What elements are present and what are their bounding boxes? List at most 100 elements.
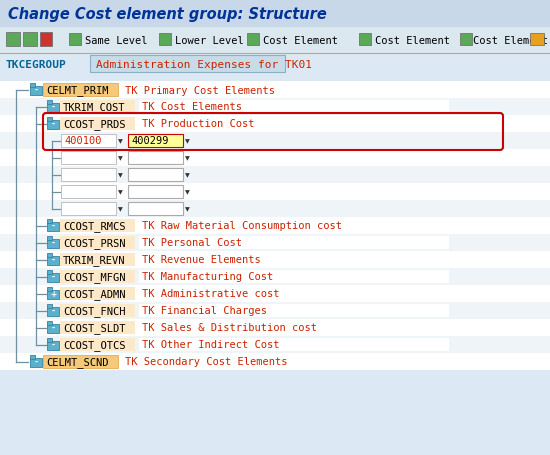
Text: Cost Element: Cost Element — [263, 36, 338, 46]
Text: ▼: ▼ — [118, 190, 123, 195]
Bar — [0, 150, 550, 167]
Text: CELMT_SCND: CELMT_SCND — [46, 356, 108, 367]
Text: -: - — [52, 238, 54, 248]
Bar — [0, 116, 550, 133]
Text: ▼: ▼ — [118, 172, 123, 177]
Bar — [47, 120, 59, 129]
Bar — [0, 82, 550, 99]
Text: -: - — [52, 306, 54, 315]
Text: CELMT_PRIM: CELMT_PRIM — [46, 85, 108, 96]
Bar — [0, 0, 550, 28]
Text: -: - — [35, 357, 37, 366]
Text: TK Production Cost: TK Production Cost — [142, 119, 255, 129]
Bar — [47, 304, 52, 308]
Bar — [60, 100, 135, 113]
Text: ▼: ▼ — [118, 156, 123, 161]
Text: TK Sales & Distribution cost: TK Sales & Distribution cost — [142, 323, 317, 333]
Bar — [47, 321, 52, 325]
Text: 400299: 400299 — [131, 136, 168, 146]
Bar — [61, 185, 116, 198]
Bar — [139, 100, 449, 113]
Bar — [60, 287, 135, 300]
Bar — [247, 34, 259, 46]
Text: CCOST_PRDS: CCOST_PRDS — [63, 119, 125, 130]
Bar — [60, 253, 135, 266]
Text: CCOST_PRSN: CCOST_PRSN — [63, 238, 125, 248]
Text: -: - — [35, 86, 37, 95]
Text: TK Cost Elements: TK Cost Elements — [142, 102, 242, 112]
Bar — [0, 353, 550, 370]
Bar — [47, 256, 59, 265]
Bar — [0, 252, 550, 268]
Text: TK Primary Cost Elements: TK Primary Cost Elements — [125, 86, 275, 95]
Text: ▼: ▼ — [118, 207, 123, 212]
Bar — [47, 324, 59, 333]
Bar — [47, 290, 59, 299]
Bar — [0, 167, 550, 184]
Bar — [122, 355, 432, 368]
Bar — [128, 185, 183, 198]
Text: -: - — [52, 324, 54, 332]
Bar — [0, 184, 550, 201]
Text: 400100: 400100 — [64, 136, 102, 146]
Bar — [47, 341, 59, 350]
Text: CCOST_RMCS: CCOST_RMCS — [63, 221, 125, 232]
Bar — [530, 34, 544, 46]
Bar — [6, 33, 20, 47]
Bar — [43, 355, 118, 368]
Bar — [47, 338, 52, 342]
Bar — [0, 99, 550, 116]
Bar — [23, 33, 37, 47]
Text: TKCEGROUP: TKCEGROUP — [5, 60, 66, 70]
Bar — [61, 168, 116, 181]
Bar — [47, 270, 52, 274]
Text: -: - — [52, 103, 54, 112]
Bar — [0, 285, 550, 302]
Bar — [0, 234, 550, 252]
Text: TK Other Indirect Cost: TK Other Indirect Cost — [142, 340, 279, 350]
Bar — [139, 270, 449, 283]
Bar — [30, 83, 35, 87]
Bar — [128, 151, 183, 164]
Bar — [43, 83, 118, 96]
Text: CCOST_SLDT: CCOST_SLDT — [63, 322, 125, 333]
Bar — [47, 219, 52, 223]
Text: ▼: ▼ — [185, 207, 190, 212]
Text: TK Manufacturing Cost: TK Manufacturing Cost — [142, 272, 273, 282]
Bar — [30, 358, 42, 367]
Text: CCOST_ADMN: CCOST_ADMN — [63, 288, 125, 299]
Bar — [139, 253, 449, 266]
Text: -: - — [52, 273, 54, 281]
Bar — [128, 168, 183, 181]
Bar — [30, 355, 35, 359]
Bar — [60, 270, 135, 283]
Text: ▼: ▼ — [118, 139, 123, 144]
Text: CCOST_FNCH: CCOST_FNCH — [63, 305, 125, 316]
Bar — [359, 34, 371, 46]
Bar — [30, 86, 42, 95]
Bar — [60, 304, 135, 317]
Text: TK Revenue Elements: TK Revenue Elements — [142, 255, 261, 265]
Bar — [128, 202, 183, 215]
Bar — [139, 219, 449, 232]
Bar — [159, 34, 171, 46]
Bar — [60, 338, 135, 351]
Text: Same Level: Same Level — [85, 36, 147, 46]
Bar — [122, 83, 432, 96]
Text: -: - — [52, 255, 54, 264]
Text: ▼: ▼ — [185, 156, 190, 161]
Bar — [60, 117, 135, 130]
Text: CCOST_MFGN: CCOST_MFGN — [63, 272, 125, 283]
Text: Change Cost element group: Structure: Change Cost element group: Structure — [8, 6, 327, 21]
Bar — [47, 307, 59, 316]
Bar — [69, 34, 81, 46]
Bar — [47, 117, 52, 121]
Text: TK Secondary Cost Elements: TK Secondary Cost Elements — [125, 357, 288, 367]
Bar — [60, 236, 135, 249]
Text: TK Financial Charges: TK Financial Charges — [142, 306, 267, 316]
Bar — [90, 56, 285, 73]
Text: CCOST_OTCS: CCOST_OTCS — [63, 339, 125, 350]
Bar — [0, 54, 550, 76]
Text: TK Personal Cost: TK Personal Cost — [142, 238, 242, 248]
Bar — [61, 202, 116, 215]
